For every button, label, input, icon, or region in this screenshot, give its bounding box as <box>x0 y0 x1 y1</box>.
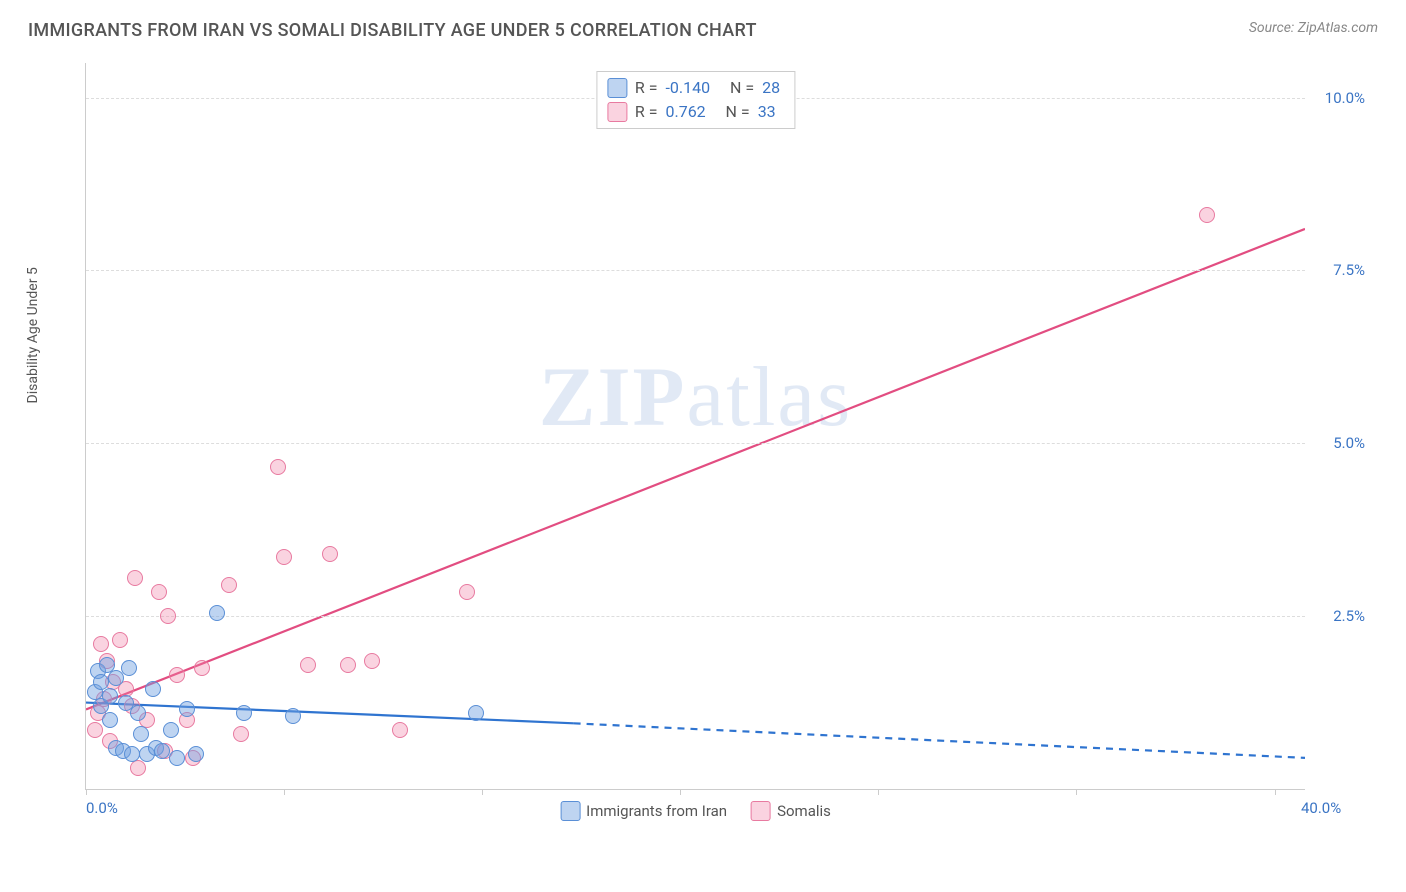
y-tick-label: 2.5% <box>1310 607 1365 625</box>
point-series-b <box>364 653 380 669</box>
corr-row-b: R = 0.762 N = 33 <box>607 100 784 124</box>
gridline-h <box>86 270 1305 271</box>
corr-text-b: R = 0.762 N = 33 <box>635 100 780 124</box>
legend-label-b: Somalis <box>777 802 831 820</box>
point-series-a <box>236 705 252 721</box>
trend-line <box>86 703 574 724</box>
point-series-a <box>163 722 179 738</box>
point-series-b <box>87 722 103 738</box>
y-tick-label: 5.0% <box>1310 434 1365 452</box>
point-series-a <box>179 701 195 717</box>
trend-line <box>86 229 1305 710</box>
corr-row-a: R = -0.140 N = 28 <box>607 76 784 100</box>
point-series-a <box>188 746 204 762</box>
source-label: Source: ZipAtlas.com <box>1249 20 1378 36</box>
point-series-b <box>93 636 109 652</box>
source-name: ZipAtlas.com <box>1298 20 1378 36</box>
r-label: R = <box>635 102 658 121</box>
trend-line-dashed <box>574 723 1305 758</box>
point-series-b <box>340 657 356 673</box>
chart-title: IMMIGRANTS FROM IRAN VS SOMALI DISABILIT… <box>28 20 757 41</box>
point-series-a <box>285 708 301 724</box>
point-series-b <box>160 608 176 624</box>
r-value-a: -0.140 <box>665 78 710 97</box>
point-series-b <box>270 459 286 475</box>
source-prefix: Source: <box>1249 20 1298 36</box>
n-label: N = <box>726 102 750 121</box>
watermark-bold: ZIP <box>539 350 687 444</box>
swatch-series-a <box>607 78 627 98</box>
x-tick <box>482 789 483 795</box>
point-series-b <box>112 632 128 648</box>
point-series-b <box>130 760 146 776</box>
y-tick-label: 7.5% <box>1310 261 1365 279</box>
r-label: R = <box>635 78 658 97</box>
point-series-a <box>124 746 140 762</box>
gridline-h <box>86 616 1305 617</box>
point-series-b <box>221 577 237 593</box>
point-series-a <box>169 750 185 766</box>
legend-label-a: Immigrants from Iran <box>586 802 727 820</box>
point-series-b <box>276 549 292 565</box>
correlation-box: R = -0.140 N = 28 R = 0.762 N = 33 <box>596 71 795 129</box>
legend-item-b: Somalis <box>751 801 831 821</box>
legend-swatch-a <box>560 801 580 821</box>
r-value-b: 0.762 <box>665 102 705 121</box>
bottom-legend: Immigrants from Iran Somalis <box>560 801 831 821</box>
y-axis-title: Disability Age Under 5 <box>25 267 41 403</box>
point-series-a <box>154 743 170 759</box>
point-series-b <box>459 584 475 600</box>
x-tick <box>878 789 879 795</box>
chart-container: IMMIGRANTS FROM IRAN VS SOMALI DISABILIT… <box>0 0 1406 892</box>
x-tick <box>1275 789 1276 795</box>
legend-item-a: Immigrants from Iran <box>560 801 727 821</box>
point-series-b <box>127 570 143 586</box>
point-series-a <box>468 705 484 721</box>
point-series-a <box>145 681 161 697</box>
point-series-b <box>233 726 249 742</box>
point-series-a <box>133 726 149 742</box>
x-tick <box>680 789 681 795</box>
point-series-a <box>102 712 118 728</box>
n-value-b: 33 <box>758 102 776 121</box>
swatch-series-b <box>607 102 627 122</box>
trend-lines-svg <box>86 63 1305 789</box>
legend-swatch-b <box>751 801 771 821</box>
point-series-b <box>300 657 316 673</box>
chart-header: IMMIGRANTS FROM IRAN VS SOMALI DISABILIT… <box>28 20 1378 41</box>
plot-area: ZIPatlas R = -0.140 N = 28 R <box>85 63 1305 790</box>
point-series-a <box>121 660 137 676</box>
n-label: N = <box>730 78 754 97</box>
y-tick-label: 10.0% <box>1310 89 1365 107</box>
x-tick-label-min: 0.0% <box>86 799 118 817</box>
point-series-b <box>1199 207 1215 223</box>
x-tick <box>284 789 285 795</box>
gridline-h <box>86 443 1305 444</box>
point-series-b <box>194 660 210 676</box>
point-series-b <box>392 722 408 738</box>
n-value-a: 28 <box>762 78 780 97</box>
x-tick-label-max: 40.0% <box>1301 799 1341 817</box>
x-tick <box>86 789 87 795</box>
watermark: ZIPatlas <box>539 348 852 446</box>
point-series-b <box>151 584 167 600</box>
point-series-b <box>322 546 338 562</box>
point-series-a <box>102 688 118 704</box>
x-tick <box>1076 789 1077 795</box>
point-series-a <box>209 605 225 621</box>
corr-text-a: R = -0.140 N = 28 <box>635 76 784 100</box>
watermark-light: atlas <box>686 350 852 444</box>
point-series-b <box>169 667 185 683</box>
point-series-a <box>130 705 146 721</box>
chart-box: Disability Age Under 5 ZIPatlas R = -0.1… <box>65 55 1375 845</box>
